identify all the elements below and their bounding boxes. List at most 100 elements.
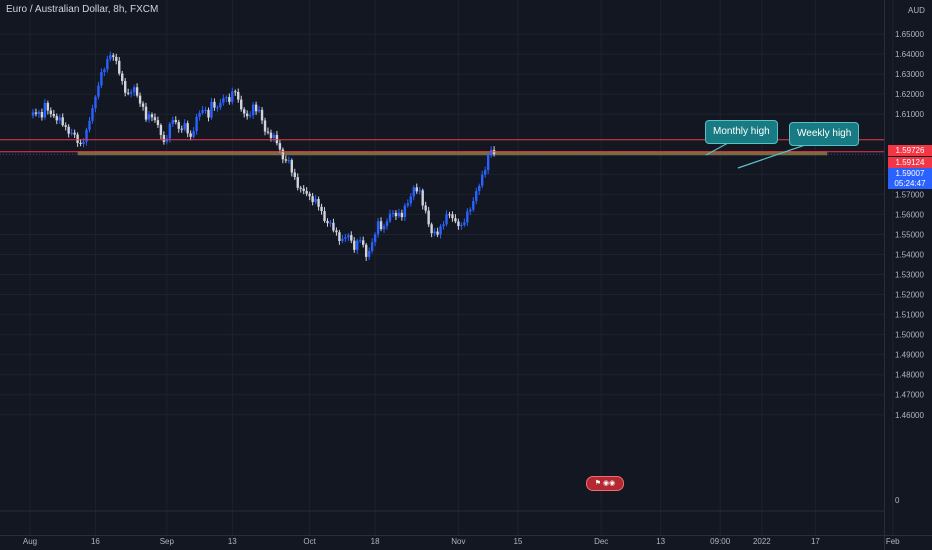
candle-body: [186, 123, 189, 134]
candle-body: [362, 240, 365, 245]
time-tick-label: Sep: [160, 537, 175, 546]
weekly-high-pointer: [737, 143, 809, 169]
candle-body: [263, 120, 267, 132]
candle-body: [424, 205, 427, 211]
candle-body: [302, 188, 305, 192]
candles: [31, 51, 496, 261]
time-tick-label: 16: [91, 537, 100, 546]
candle-body: [341, 238, 344, 241]
price-tick-label: 1.54000: [895, 250, 924, 259]
candle-body: [376, 221, 380, 235]
candle-body: [385, 221, 389, 227]
symbol-title[interactable]: Euro / Australian Dollar, 8h, FXCM: [6, 4, 159, 15]
price-tick-label: 1.65000: [895, 30, 924, 39]
candle-body: [412, 187, 415, 197]
price-tick-label: 1.61000: [895, 110, 924, 119]
candle-body: [189, 133, 192, 137]
candle-body: [85, 129, 88, 142]
candle-body: [481, 174, 484, 186]
candle-body: [391, 212, 395, 214]
price-tick-label: 1.64000: [895, 50, 924, 59]
bar-countdown: 05:24:47: [888, 179, 932, 189]
monthly-high-callout[interactable]: Monthly high: [705, 120, 778, 144]
candle-body: [406, 203, 410, 206]
candle-body: [335, 230, 338, 233]
candle-body: [88, 120, 91, 130]
candle-body: [216, 107, 219, 109]
candle-body: [338, 232, 341, 241]
candle-body: [174, 120, 177, 123]
time-tick-label: Dec: [594, 537, 608, 546]
candle-body: [290, 160, 293, 173]
candle-body: [323, 211, 326, 222]
candle-body: [243, 109, 246, 114]
last-price-label: 1.59007: [888, 168, 932, 179]
price-label-weekly-high: 1.59124: [888, 157, 932, 168]
candle-body: [73, 132, 76, 135]
candle-body: [299, 187, 302, 189]
time-tick-label: 18: [371, 537, 380, 546]
candle-body: [421, 190, 424, 206]
price-axis[interactable]: 1.650001.640001.630001.620001.610001.580…: [884, 0, 925, 550]
candle-body: [109, 55, 112, 60]
candle-body: [115, 56, 118, 61]
candle-body: [287, 160, 291, 162]
weekly-high-callout[interactable]: Weekly high: [789, 122, 860, 146]
candle-body: [314, 199, 317, 203]
candle-body: [397, 212, 401, 217]
monthly-high-pointer: [705, 142, 729, 156]
economic-event-badge[interactable]: ⚑ ◉◉: [586, 476, 624, 491]
price-tick-label: 1.56000: [895, 210, 924, 219]
time-tick-label: 13: [228, 537, 237, 546]
candle-body: [466, 211, 469, 223]
candle-body: [284, 159, 288, 161]
candle-body: [34, 112, 38, 114]
candle-body: [293, 172, 296, 178]
candle-body: [132, 87, 136, 93]
candle-body: [31, 112, 35, 116]
candle-body: [58, 117, 61, 121]
candle-body: [489, 149, 493, 156]
candle-body: [234, 91, 237, 93]
candle-body: [150, 114, 154, 118]
price-tick-label: 1.52000: [895, 291, 924, 300]
candle-body: [240, 99, 243, 110]
candle-body: [245, 113, 249, 117]
candle-body: [430, 224, 433, 234]
price-tick-label: 1.48000: [895, 371, 924, 380]
candle-body: [400, 212, 404, 218]
candle-body: [52, 114, 55, 117]
candle-body: [147, 114, 151, 120]
time-tick-label: Oct: [303, 537, 316, 546]
candle-body: [198, 112, 201, 117]
candle-body: [79, 142, 82, 145]
candle-body: [483, 170, 487, 175]
candle-body: [394, 212, 398, 217]
axis-currency-unit: AUD: [908, 6, 925, 15]
candle-body: [171, 120, 174, 124]
candle-body: [103, 69, 106, 73]
candle-body: [382, 226, 386, 230]
candle-body: [168, 123, 172, 139]
time-tick-label: Feb: [886, 537, 900, 546]
candle-body: [257, 109, 261, 112]
time-tick-label: 17: [811, 537, 820, 546]
candle-body: [228, 97, 231, 102]
time-tick-label: Nov: [451, 537, 465, 546]
candle-body: [359, 240, 362, 242]
candle-body: [37, 112, 41, 114]
price-tick-label: 1.62000: [895, 90, 924, 99]
candle-body: [135, 87, 139, 96]
candle-body: [177, 122, 180, 129]
time-axis[interactable]: Aug 16 Sep 13 Oct 18 Nov 15 Dec 13 09:00 2022 17 Feb: [0, 535, 932, 547]
candle-body: [415, 187, 418, 192]
candle-body: [427, 210, 430, 225]
candle-body: [403, 205, 407, 218]
candle-body: [409, 196, 412, 204]
candle-body: [353, 240, 356, 250]
candle-body: [445, 214, 448, 225]
candle-body: [94, 96, 97, 109]
time-tick-label: Aug: [23, 537, 37, 546]
candle-body: [49, 110, 53, 115]
